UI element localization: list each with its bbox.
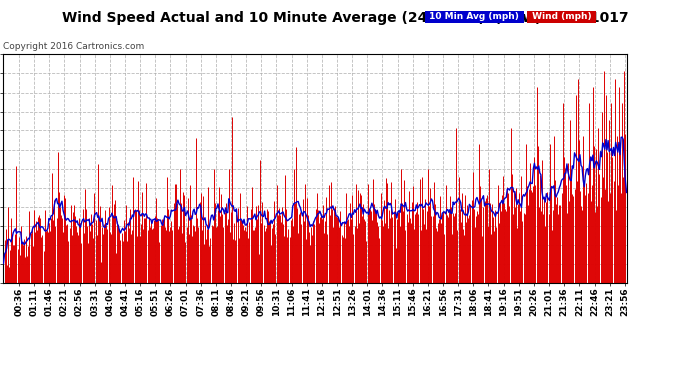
Text: Copyright 2016 Cartronics.com: Copyright 2016 Cartronics.com	[3, 42, 145, 51]
Text: 10 Min Avg (mph): 10 Min Avg (mph)	[426, 12, 522, 21]
Text: Wind Speed Actual and 10 Minute Average (24 Hours)  (New)  20161017: Wind Speed Actual and 10 Minute Average …	[61, 11, 629, 25]
Text: Wind (mph): Wind (mph)	[529, 12, 594, 21]
